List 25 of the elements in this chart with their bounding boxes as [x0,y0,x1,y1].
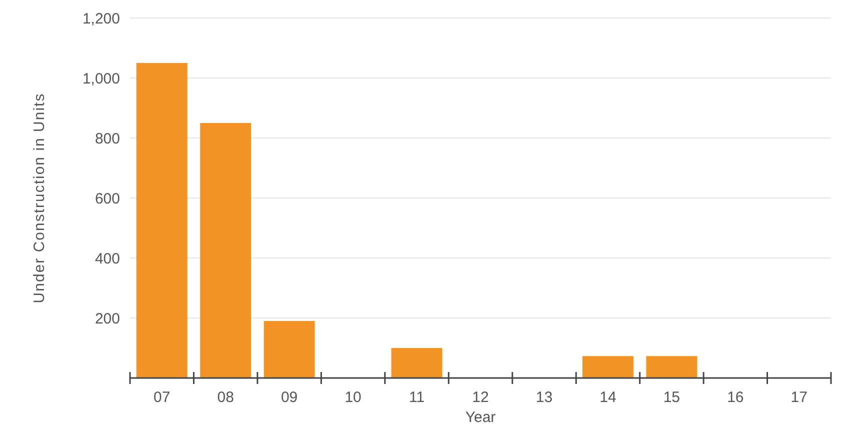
x-tick-label: 17 [790,389,808,406]
y-tick-label: 600 [94,190,120,208]
y-tick-label: 800 [94,130,120,148]
bar [264,321,315,378]
bar [646,356,698,378]
x-tick-label: 14 [600,389,616,406]
x-tick-label: 07 [154,389,170,406]
x-tick-label: 13 [536,389,553,406]
bar [136,63,188,378]
y-tick-label: 1,000 [82,70,120,88]
x-tick-label: 16 [727,389,744,406]
y-tick-label: 400 [94,250,120,268]
x-tick-label: 08 [217,389,234,406]
y-tick-label: 200 [94,310,120,328]
bar [391,348,442,378]
y-tick-label: 1,200 [82,10,120,28]
x-tick-label: 11 [408,389,425,406]
x-tick-label: 09 [280,389,298,406]
x-axis-title: Year [465,409,496,426]
bar [582,356,634,378]
x-tick-label: 15 [663,389,680,406]
x-tick-label: 12 [472,389,489,406]
bar [200,123,252,378]
y-axis-title: Under Construction in Units [31,92,48,304]
x-tick-label: 10 [344,389,362,406]
